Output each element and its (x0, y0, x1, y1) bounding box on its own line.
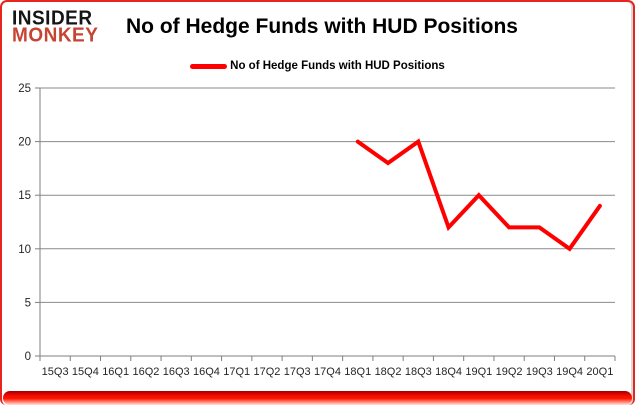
x-tick-label-16Q3: 16Q3 (163, 366, 190, 378)
y-tick-label-15: 15 (18, 190, 31, 202)
y-tick-label-25: 25 (18, 83, 31, 95)
y-tick-label-5: 5 (25, 297, 31, 309)
y-tick-label-20: 20 (18, 137, 31, 149)
x-tick-label-17Q1: 17Q1 (223, 366, 250, 378)
x-tick-label-17Q4: 17Q4 (314, 366, 341, 378)
x-tick-label-17Q2: 17Q2 (254, 366, 281, 378)
x-tick-label-15Q3: 15Q3 (42, 366, 69, 378)
x-tick-label-17Q3: 17Q3 (284, 366, 311, 378)
x-tick-label-19Q4: 19Q4 (556, 366, 583, 378)
x-tick-label-18Q1: 18Q1 (344, 366, 371, 378)
x-tick-label-16Q4: 16Q4 (193, 366, 220, 378)
x-tick-label-18Q4: 18Q4 (435, 366, 462, 378)
page-title: No of Hedge Funds with HUD Positions (126, 15, 518, 38)
chart-legend: No of Hedge Funds with HUD Positions (2, 60, 633, 72)
logo-line-insider: INSIDER (12, 7, 93, 30)
y-tick-label-0: 0 (25, 351, 31, 363)
legend-label: No of Hedge Funds with HUD Positions (230, 60, 445, 72)
bottom-red-band (3, 391, 632, 405)
x-tick-label-19Q1: 19Q1 (465, 366, 492, 378)
x-tick-label-20Q1: 20Q1 (586, 366, 613, 378)
x-tick-label-19Q3: 19Q3 (526, 366, 553, 378)
x-tick-label-16Q1: 16Q1 (102, 366, 129, 378)
logo-line-monkey: MONKEY (12, 24, 99, 48)
legend-line-swatch (190, 63, 228, 69)
series-line-hud-positions (355, 138, 602, 252)
x-tick-label-15Q4: 15Q4 (72, 366, 99, 378)
insider-monkey-logo: INSIDER MONKEY (12, 7, 99, 48)
x-tick-label-16Q2: 16Q2 (132, 366, 159, 378)
x-tick-label-18Q2: 18Q2 (375, 366, 402, 378)
y-tick-label-10: 10 (18, 244, 31, 256)
x-tick-label-19Q2: 19Q2 (496, 366, 523, 378)
x-tick-label-18Q3: 18Q3 (405, 366, 432, 378)
line-chart: 0 5 10 15 20 25 15Q3 15Q4 16Q1 16Q2 16Q3 16Q4 17Q1 17… (18, 83, 616, 378)
